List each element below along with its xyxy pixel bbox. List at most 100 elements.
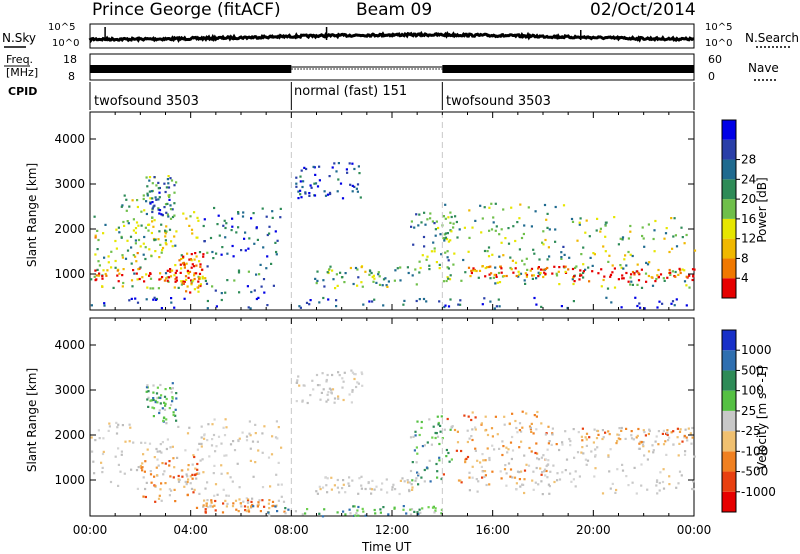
echo-point [521, 483, 524, 486]
echo-point [257, 501, 260, 504]
echo-point [484, 275, 487, 278]
colorbar-tick-label: 28 [741, 153, 756, 167]
echo-point [609, 448, 612, 451]
echo-point [108, 425, 111, 428]
echo-point [618, 433, 621, 437]
echo-point [564, 270, 567, 273]
echo-point [152, 287, 155, 290]
echo-point [144, 460, 147, 463]
echo-point [398, 492, 401, 496]
echo-point [212, 257, 215, 260]
echo-point [379, 511, 382, 514]
echo-point [443, 428, 446, 431]
echo-point [676, 427, 679, 430]
echo-point [459, 299, 462, 302]
echo-point [520, 430, 523, 433]
echo-point [373, 508, 376, 512]
echo-point [471, 465, 474, 468]
echo-point [318, 485, 321, 488]
echo-point [547, 483, 550, 486]
echo-point [371, 479, 374, 482]
echo-point [670, 217, 673, 220]
echo-point [300, 196, 303, 199]
echo-point [197, 290, 200, 293]
echo-point [494, 282, 497, 285]
echo-point [261, 207, 264, 210]
echo-point [318, 301, 321, 304]
echo-point [656, 492, 659, 495]
echo-point [202, 277, 205, 280]
echo-point [315, 490, 318, 493]
colorbar-cell [722, 390, 736, 411]
echo-point [375, 485, 378, 488]
echo-point [157, 396, 161, 399]
echo-point [351, 371, 354, 374]
echo-point [413, 449, 416, 452]
echo-point [316, 270, 319, 273]
echo-point [181, 469, 184, 472]
echo-point [642, 429, 645, 432]
echo-point [471, 476, 474, 479]
echo-point [655, 277, 658, 281]
echo-point [434, 228, 437, 231]
echo-point [224, 418, 227, 421]
echo-point [546, 448, 549, 451]
echo-point [220, 442, 223, 445]
colorbar-tick-label: 100 [741, 384, 764, 398]
echo-point [428, 264, 431, 267]
echo-point [175, 276, 178, 279]
echo-point [676, 436, 679, 439]
echo-point [198, 251, 202, 254]
echo-point [499, 470, 502, 473]
echo-point [202, 253, 205, 256]
echo-point [122, 281, 125, 285]
echo-point [324, 194, 328, 197]
echo-point [555, 443, 558, 446]
echo-point [145, 176, 148, 179]
echo-point [263, 425, 266, 428]
echo-point [637, 427, 640, 431]
echo-point [652, 451, 655, 454]
echo-point [190, 253, 193, 256]
echo-point [344, 513, 347, 516]
echo-point [226, 502, 229, 505]
echo-point [664, 440, 667, 443]
echo-point [151, 201, 154, 204]
echo-point [668, 268, 671, 272]
echo-point [536, 452, 539, 455]
echo-point [202, 224, 205, 228]
echo-point [342, 380, 345, 383]
echo-point [212, 472, 215, 475]
echo-point [165, 225, 168, 228]
echo-point [646, 488, 649, 491]
echo-point [149, 287, 152, 290]
echo-point [180, 283, 183, 286]
echo-point [199, 459, 202, 462]
echo-point [440, 477, 443, 481]
echo-point [674, 270, 677, 274]
echo-point [135, 260, 138, 263]
echo-point [223, 454, 226, 457]
echo-point [468, 476, 471, 479]
echo-point [391, 486, 394, 489]
echo-point [211, 438, 214, 441]
echo-point [146, 398, 149, 401]
echo-point [354, 266, 358, 270]
echo-point [275, 420, 278, 423]
echo-point [377, 271, 380, 274]
echo-point [160, 499, 163, 502]
echo-point [392, 483, 395, 486]
echo-point [349, 266, 352, 270]
echo-point [650, 276, 653, 279]
echo-point [668, 436, 671, 439]
echo-point [368, 300, 371, 303]
echo-point [310, 186, 313, 189]
echo-point [198, 284, 201, 287]
echo-point [342, 510, 345, 513]
echo-point [247, 510, 251, 513]
time-tick-label: 08:00 [274, 523, 309, 537]
echo-point [173, 235, 176, 238]
echo-point [341, 197, 345, 200]
echo-point [537, 266, 540, 269]
echo-point [671, 247, 674, 250]
